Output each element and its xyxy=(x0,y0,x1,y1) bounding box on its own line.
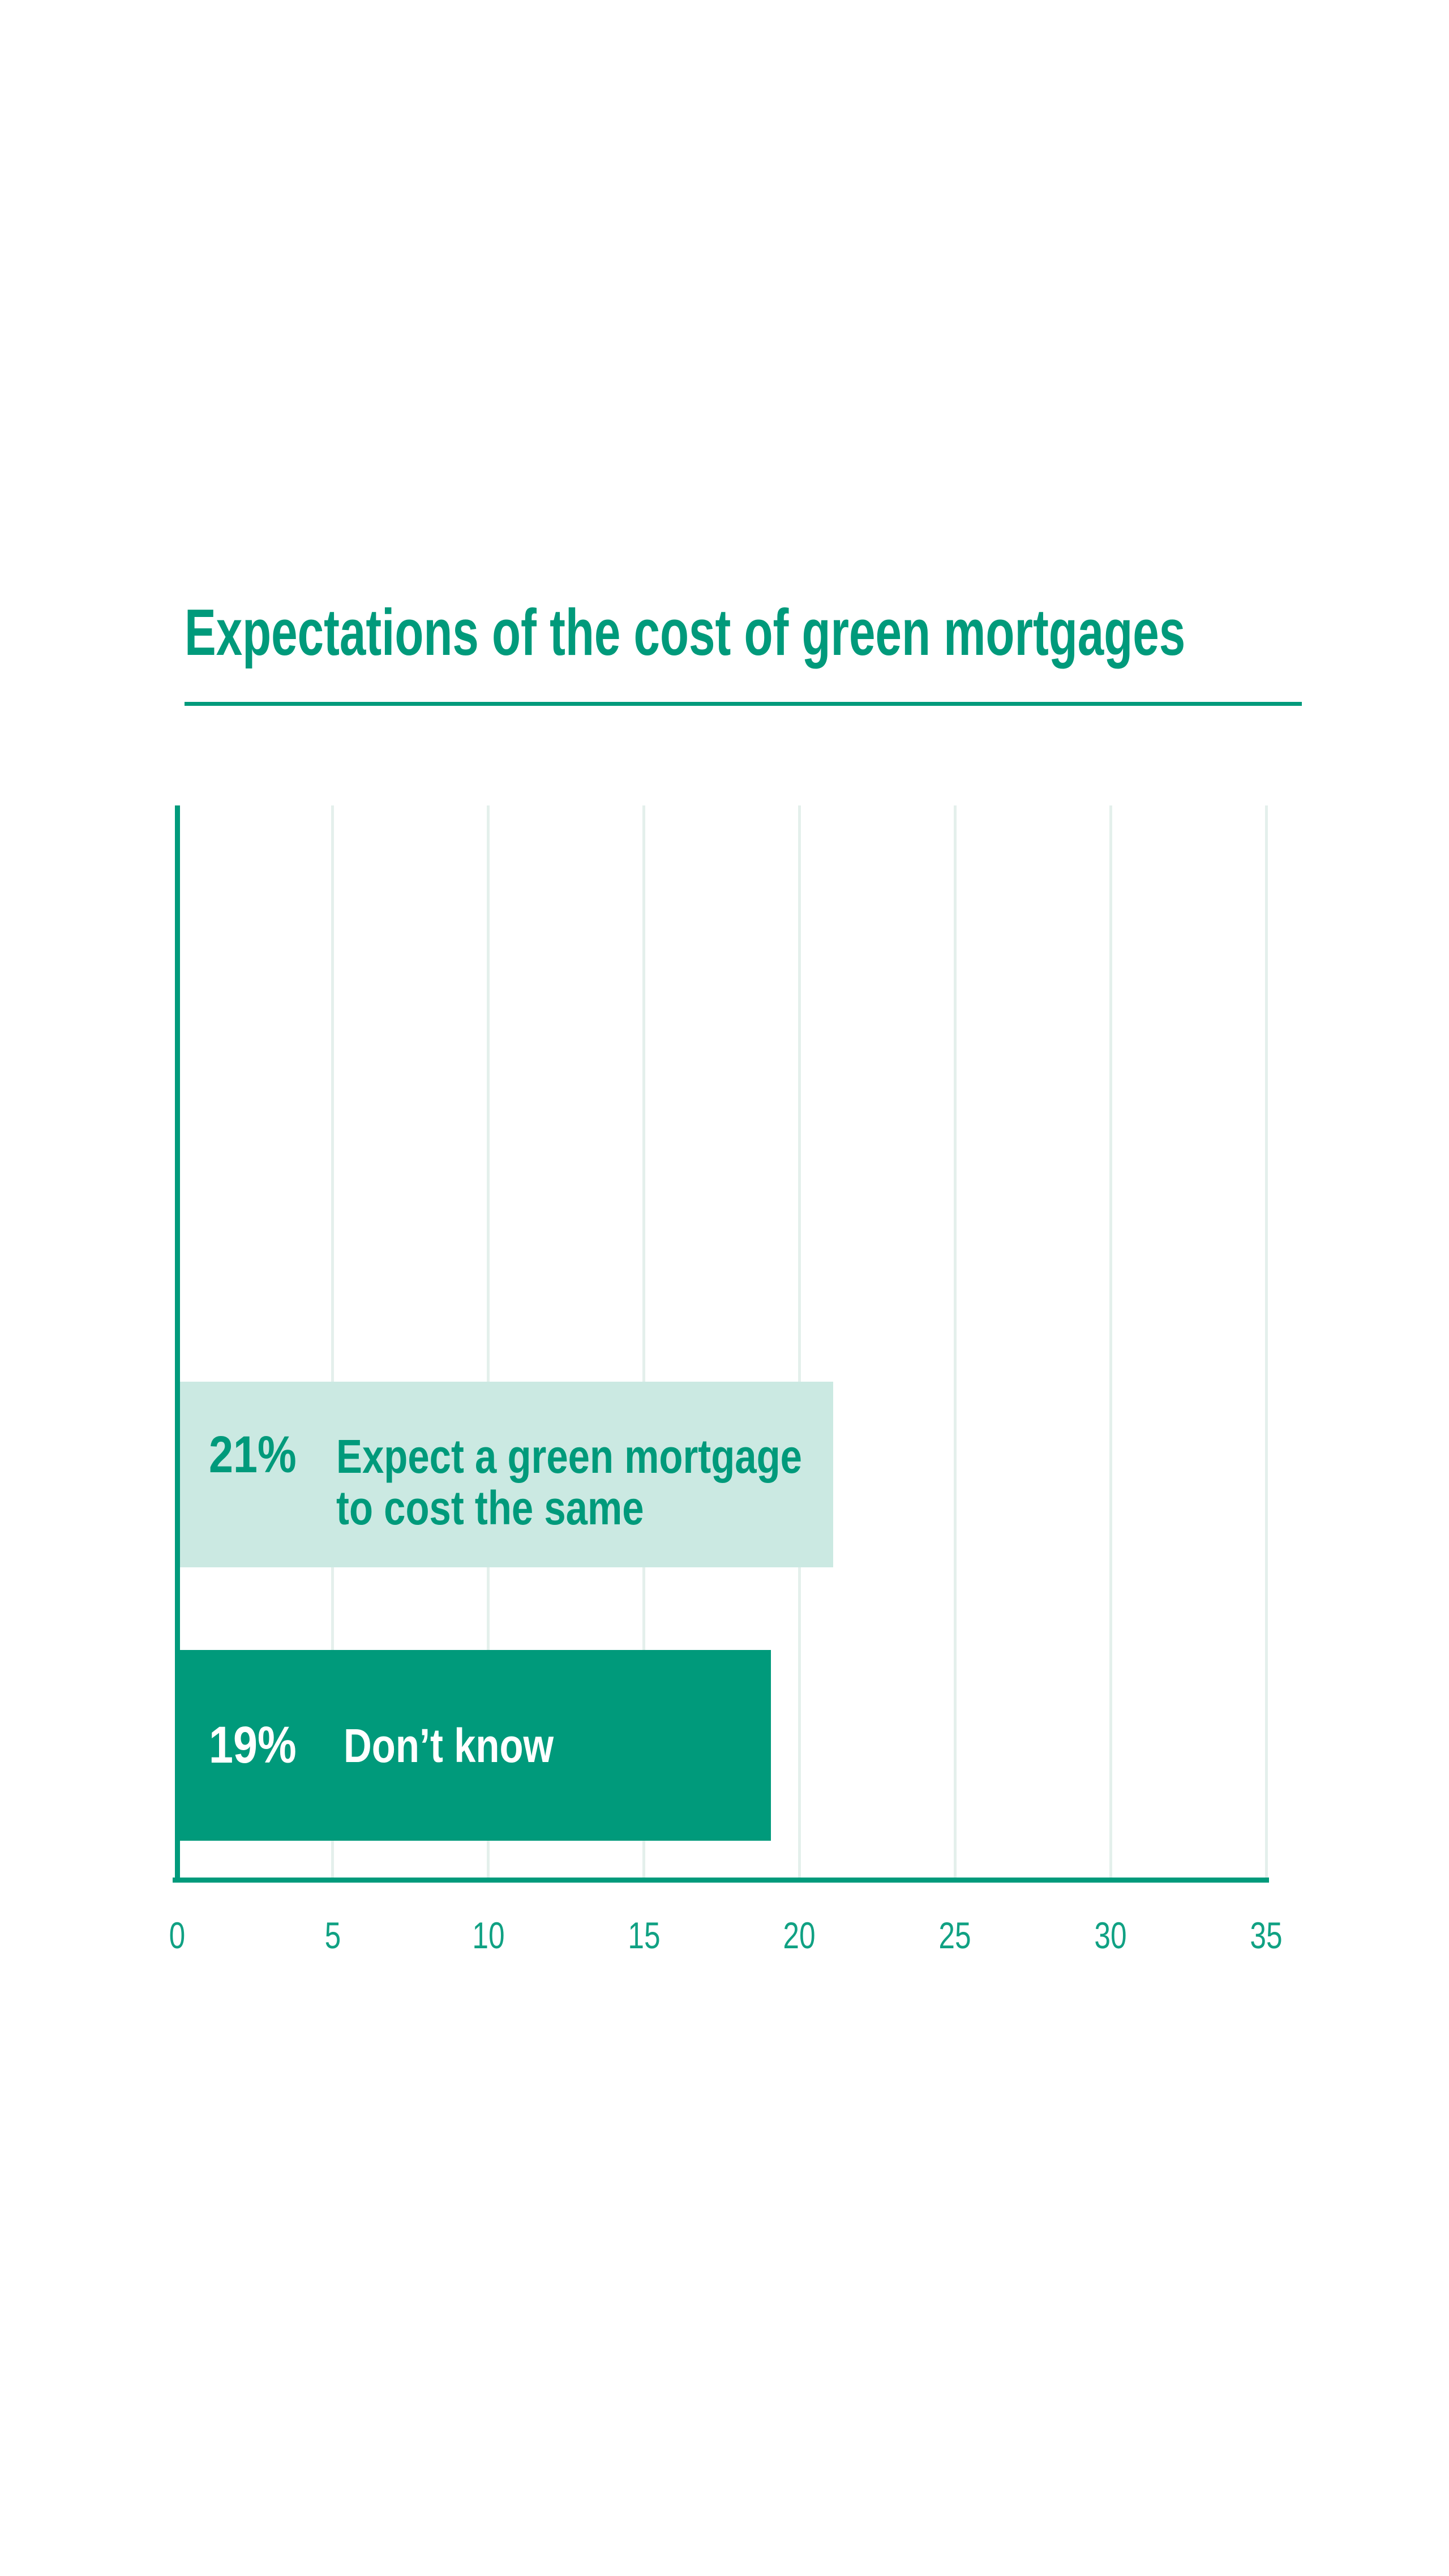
bar-value-label: 19% xyxy=(209,1719,313,1771)
bar-category-label: Don’t know xyxy=(344,1722,600,1769)
bar-value-text: 21% xyxy=(209,1426,297,1484)
x-axis-tick-label: 35 xyxy=(1250,1914,1283,1956)
x-axis-line xyxy=(173,1878,1269,1883)
gridline xyxy=(642,805,646,1878)
x-axis-tick-label: 15 xyxy=(627,1914,661,1956)
bar-label-line-1: Don’t know xyxy=(344,1719,554,1772)
gridline xyxy=(331,805,335,1878)
x-axis-tick-label: 20 xyxy=(783,1914,816,1956)
gridline xyxy=(1109,805,1112,1878)
x-axis-tick-label: 25 xyxy=(938,1914,971,1956)
x-axis-tick-labels: 0 5 10 15 20 25 30 35 xyxy=(0,1917,1449,1962)
x-axis-tick-label: 0 xyxy=(169,1914,186,1956)
x-axis-tick-label: 30 xyxy=(1094,1914,1127,1956)
gridline xyxy=(798,805,801,1878)
bar-dont-know: 19% Don’t know xyxy=(180,1650,771,1841)
bar-label-lines: Expect a green mortgage to cost the same xyxy=(336,1431,802,1534)
x-axis-tick-label: 10 xyxy=(472,1914,505,1956)
bar-expect-cost-same: 21% Expect a green mortgage to cost the s… xyxy=(180,1382,833,1567)
chart-title-text: Expectations of the cost of green mortga… xyxy=(185,595,1186,669)
x-axis-tick-label: 5 xyxy=(324,1914,341,1956)
gridline xyxy=(1264,805,1268,1878)
bar-label-line-1: Expect a green mortgage xyxy=(336,1430,802,1483)
bar-value-text: 19% xyxy=(209,1716,297,1774)
gridline xyxy=(953,805,957,1878)
title-underline-rule xyxy=(185,702,1302,706)
bar-value-label: 21% xyxy=(209,1429,313,1481)
chart-title: Expectations of the cost of green mortga… xyxy=(185,599,1449,665)
bar-label-line-2: to cost the same xyxy=(336,1481,644,1535)
gridline xyxy=(487,805,490,1878)
bar-category-label: Expect a green mortgage to cost the same xyxy=(336,1431,904,1534)
y-axis-line xyxy=(175,805,180,1883)
